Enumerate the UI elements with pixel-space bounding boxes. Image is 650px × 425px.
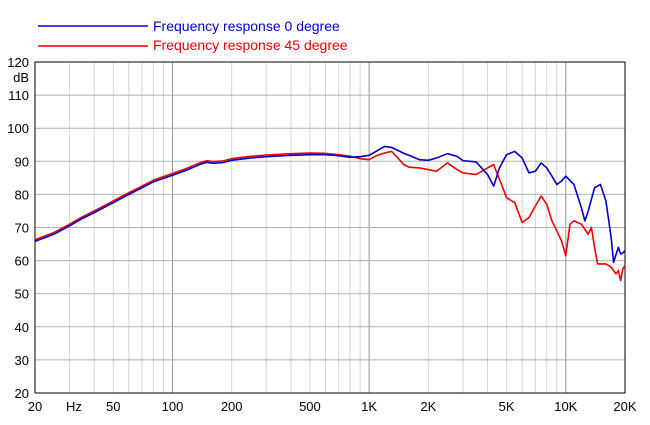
x-tick-label: 5K	[499, 399, 515, 414]
x-axis-unit-label: Hz	[66, 399, 82, 414]
series-line-0deg	[34, 145, 626, 264]
legend-label-0deg: Frequency response 0 degree	[153, 18, 340, 34]
x-tick-labels: 20 50 100 200 500 1K 2K 5K 10K 20K	[28, 399, 637, 414]
series-layer	[34, 145, 626, 282]
y-tick-labels: 20 30 40 50 60 70 80 90 100 110 120	[7, 55, 29, 401]
y-tick-label: 110	[8, 88, 29, 103]
y-tick-label: 120	[7, 55, 29, 70]
x-tick-label: 1K	[361, 399, 377, 414]
major-grid	[35, 62, 625, 393]
legend: Frequency response 0 degree Frequency re…	[38, 18, 348, 53]
y-tick-label: 40	[15, 320, 29, 335]
y-tick-label: 20	[15, 386, 29, 401]
legend-label-45deg: Frequency response 45 degree	[153, 37, 348, 53]
y-tick-label: 90	[15, 154, 29, 169]
y-tick-label: 60	[15, 254, 29, 269]
series-line-45deg	[34, 150, 626, 282]
y-tick-label: 50	[15, 287, 29, 302]
x-tick-label: 10K	[554, 399, 577, 414]
x-tick-label: 20	[28, 399, 42, 414]
plot-frame	[34, 61, 626, 394]
y-axis-unit-label: dB	[13, 70, 29, 85]
y-tick-label: 70	[15, 221, 29, 236]
y-tick-label: 100	[7, 121, 29, 136]
x-tick-label: 2K	[420, 399, 436, 414]
x-tick-label: 100	[162, 399, 184, 414]
y-tick-label: 30	[15, 353, 29, 368]
x-tick-label: 200	[221, 399, 243, 414]
y-tick-label: 80	[15, 187, 29, 202]
x-tick-label: 500	[299, 399, 321, 414]
x-tick-label: 20K	[613, 399, 636, 414]
x-tick-label: 50	[106, 399, 120, 414]
